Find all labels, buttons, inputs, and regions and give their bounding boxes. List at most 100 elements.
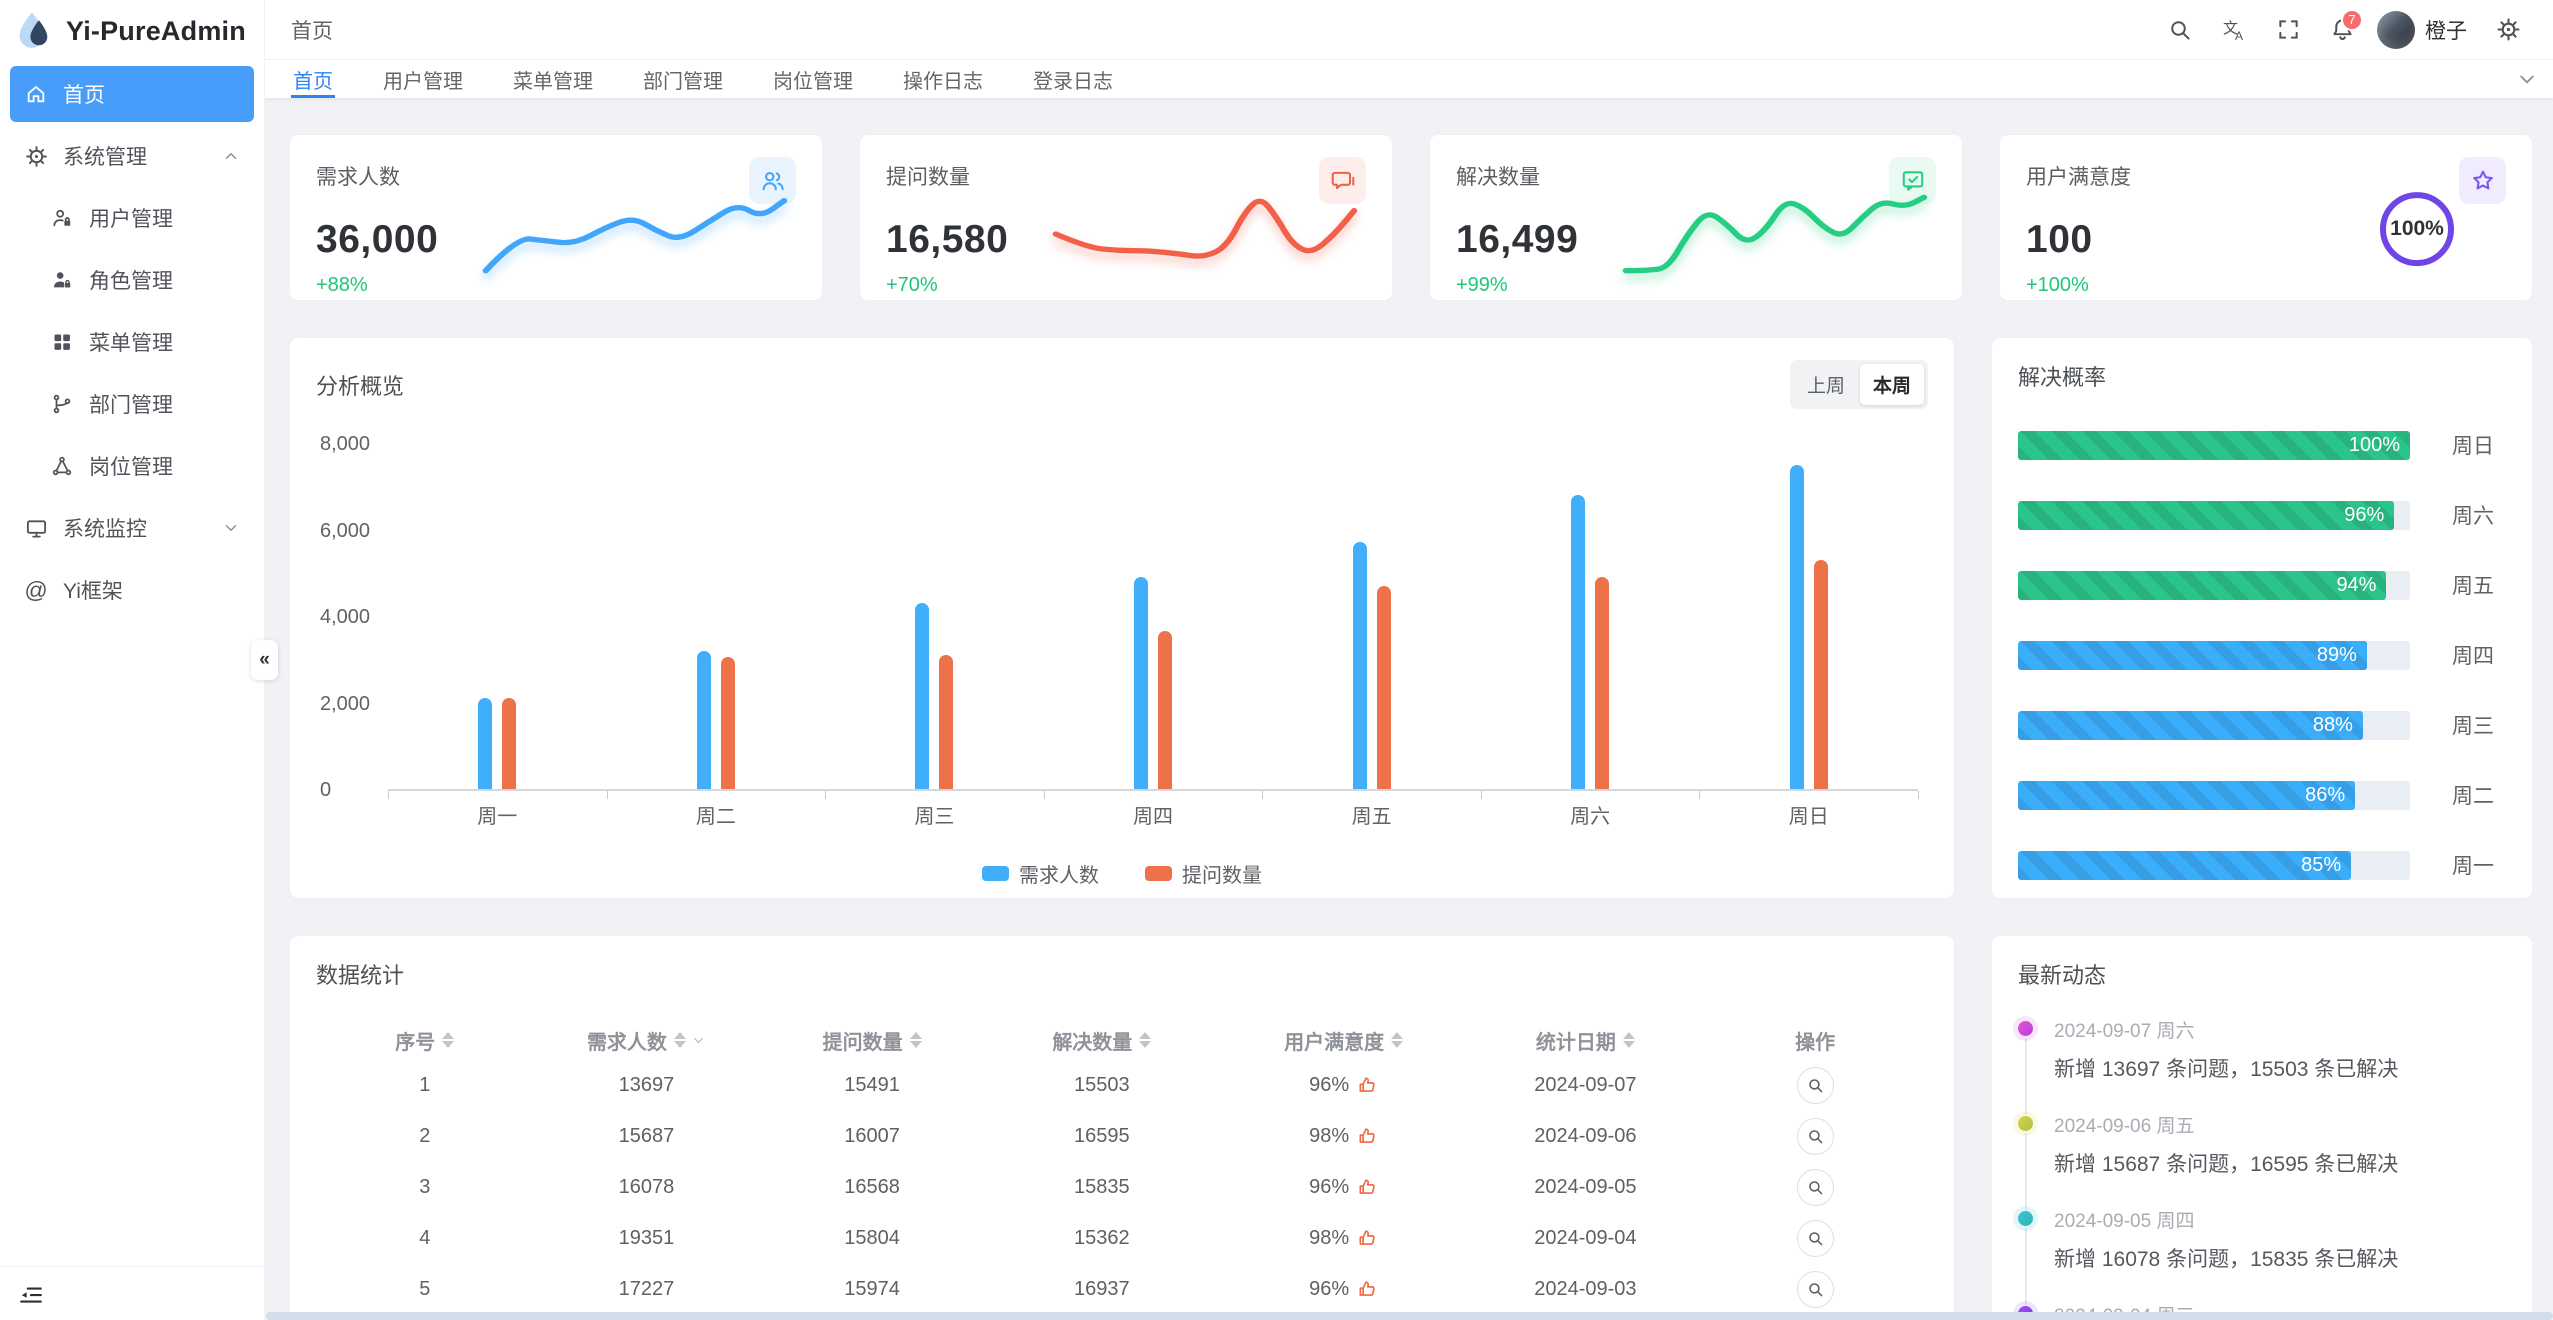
stat-value: 16,580 — [886, 218, 1009, 261]
x-axis-label: 周六 — [1570, 806, 1611, 828]
bar-提问数量-周一[interactable] — [502, 698, 517, 789]
stat-delta: +99% — [1456, 274, 1508, 296]
sidebar-item-role-mgmt[interactable]: 角色管理 — [10, 252, 254, 308]
cell-questions: 16007 — [844, 1125, 900, 1147]
gear-icon — [24, 144, 48, 168]
sidebar-item-dept-mgmt[interactable]: 部门管理 — [10, 376, 254, 432]
axis-tick — [1699, 791, 1701, 799]
fullscreen-icon[interactable] — [2265, 7, 2311, 53]
user-menu[interactable]: 橙子 — [2373, 7, 2477, 53]
bar-需求人数-周四[interactable] — [1134, 577, 1149, 789]
sidebar-item-system-monitor[interactable]: 系统监控 — [10, 500, 254, 556]
sort-carets-icon[interactable] — [442, 1032, 455, 1048]
avatar[interactable] — [2377, 10, 2415, 49]
view-row-button[interactable] — [1796, 1220, 1834, 1257]
sidebar-item-post-mgmt[interactable]: 岗位管理 — [10, 438, 254, 494]
bar-提问数量-周三[interactable] — [939, 655, 954, 789]
table-title: 数据统计 — [316, 963, 405, 988]
progress-value: 100% — [2348, 433, 2400, 456]
cell-satisfaction: 96% — [1219, 1264, 1469, 1315]
view-row-button[interactable] — [1796, 1169, 1834, 1206]
progress-value: 94% — [2336, 573, 2377, 596]
bar-需求人数-周三[interactable] — [915, 603, 930, 789]
satisfaction-value: 98% — [1309, 1227, 1350, 1249]
column-header-需求人数[interactable]: 需求人数 — [534, 1020, 760, 1060]
bar-需求人数-周六[interactable] — [1571, 495, 1586, 789]
column-header-提问数量[interactable]: 提问数量 — [759, 1020, 985, 1060]
progress-value: 85% — [2301, 853, 2342, 876]
breadcrumb[interactable]: 首页 — [291, 19, 333, 43]
bar-需求人数-周二[interactable] — [696, 651, 711, 789]
satisfaction-value: 96% — [1309, 1176, 1350, 1198]
analysis-row: 分析概览 上周 本周 8,000 6,000 4,000 2,000 0 周一 周二 周三周… — [290, 338, 2532, 898]
progress-label: 周日 — [2452, 435, 2494, 458]
sort-carets-icon[interactable] — [673, 1032, 686, 1048]
bar-需求人数-周五[interactable] — [1352, 542, 1367, 789]
cell-actions — [1702, 1162, 1928, 1213]
column-label: 提问数量 — [822, 1031, 903, 1054]
tab-4[interactable]: 岗位管理 — [773, 70, 853, 93]
bar-提问数量-周二[interactable] — [720, 657, 735, 789]
view-row-button[interactable] — [1796, 1067, 1834, 1104]
sort-carets-icon[interactable] — [1622, 1032, 1635, 1048]
bar-提问数量-周五[interactable] — [1376, 586, 1391, 789]
tab-1[interactable]: 用户管理 — [383, 70, 463, 93]
bar-需求人数-周日[interactable] — [1789, 465, 1804, 789]
cell-questions: 16568 — [844, 1176, 900, 1198]
filter-chevron-icon[interactable] — [686, 1033, 706, 1048]
horizontal-scrollbar[interactable] — [266, 1312, 2553, 1320]
translate-icon[interactable]: 文 A — [2211, 7, 2257, 53]
cell-actions — [1702, 1213, 1928, 1264]
view-row-button[interactable] — [1796, 1118, 1834, 1155]
bar-提问数量-周四[interactable] — [1158, 631, 1173, 789]
sidebar-item-home[interactable]: 首页 — [10, 66, 254, 122]
solve-row-周六: 96% 周六 — [2018, 500, 2506, 530]
bar-提问数量-周日[interactable] — [1813, 560, 1828, 789]
view-row-button[interactable] — [1796, 1271, 1834, 1308]
bar-提问数量-周六[interactable] — [1595, 577, 1610, 789]
stat-title: 解决数量 — [1456, 166, 1540, 189]
menu-fold-icon[interactable] — [18, 1281, 44, 1307]
latest-activity-card: 最新动态 2024-09-07 周六 新增 13697 条问题，15503 条已解… — [1992, 936, 2532, 1320]
tab-3[interactable]: 部门管理 — [643, 70, 723, 93]
bell-icon[interactable]: 7 — [2319, 7, 2365, 53]
sidebar-item-system-mgmt[interactable]: 系统管理 — [10, 128, 254, 184]
week-toggle: 上周 本周 — [1789, 360, 1928, 409]
tabs-chevron-down-icon[interactable] — [2501, 60, 2553, 98]
sidebar-item-user-mgmt[interactable]: 用户管理 — [10, 190, 254, 246]
progress-value: 86% — [2305, 783, 2346, 806]
last-week-button[interactable]: 上周 — [1794, 364, 1858, 405]
bar-group-周四: 周四 — [1044, 445, 1263, 828]
sort-carets-icon[interactable] — [1391, 1032, 1404, 1048]
column-header-用户满意度[interactable]: 用户满意度 — [1219, 1020, 1469, 1060]
settings-gear-icon[interactable] — [2485, 7, 2531, 53]
column-header-解决数量[interactable]: 解决数量 — [985, 1020, 1219, 1060]
timeline-title: 最新动态 — [2018, 963, 2107, 988]
bar-group-周二: 周二 — [607, 445, 826, 828]
this-week-button[interactable]: 本周 — [1859, 364, 1924, 405]
username: 橙子 — [2425, 19, 2467, 43]
tab-2[interactable]: 菜单管理 — [513, 70, 593, 93]
sidebar-item-menu-mgmt[interactable]: 菜单管理 — [10, 314, 254, 370]
sort-carets-icon[interactable] — [1139, 1032, 1152, 1048]
topbar-actions: 文 A 7 橙子 — [2157, 7, 2531, 53]
tab-6[interactable]: 登录日志 — [1033, 70, 1113, 93]
column-header-统计日期[interactable]: 统计日期 — [1469, 1020, 1703, 1060]
bar-group-周六: 周六 — [1481, 445, 1700, 828]
column-header-序号[interactable]: 序号 — [316, 1020, 534, 1060]
cell-demand: 19351 — [618, 1227, 675, 1249]
sidebar-item-yi-framework[interactable]: @ Yi框架 — [10, 562, 254, 618]
notification-badge: 7 — [2341, 8, 2363, 31]
bar-需求人数-周一[interactable] — [478, 698, 493, 789]
legend-item-demand[interactable]: 需求人数 — [982, 859, 1099, 888]
tab-0[interactable]: 首页 — [291, 60, 335, 98]
app-logo[interactable]: Yi-PureAdmin — [0, 0, 264, 62]
search-icon[interactable] — [2157, 7, 2203, 53]
tab-5[interactable]: 操作日志 — [903, 70, 983, 93]
legend-item-questions[interactable]: 提问数量 — [1145, 859, 1262, 888]
sort-carets-icon[interactable] — [909, 1032, 922, 1048]
table-body: 1 13697 15491 15503 96% 2024-09-07 2 15687 16007… — [316, 1060, 1928, 1320]
y-axis-label: 6,000 — [320, 519, 371, 542]
cell-questions: 15974 — [844, 1278, 900, 1300]
sidebar-collapse-handle[interactable]: « — [251, 640, 278, 680]
